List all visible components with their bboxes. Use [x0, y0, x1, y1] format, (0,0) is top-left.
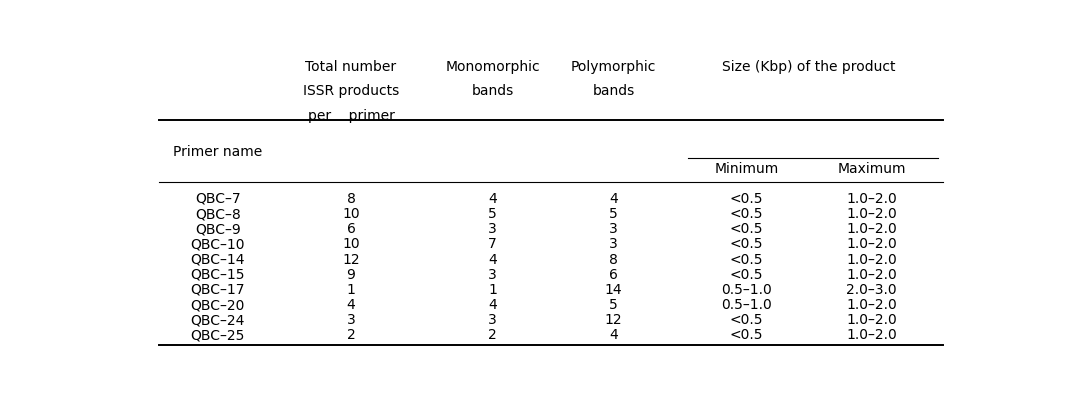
Text: 12: 12 — [604, 313, 622, 327]
Text: 8: 8 — [346, 192, 356, 206]
Text: Total number: Total number — [305, 60, 397, 74]
Text: 9: 9 — [346, 268, 356, 282]
Text: <0.5: <0.5 — [730, 313, 763, 327]
Text: bands: bands — [472, 84, 514, 98]
Text: bands: bands — [592, 84, 634, 98]
Text: Monomorphic: Monomorphic — [445, 60, 540, 74]
Text: <0.5: <0.5 — [730, 207, 763, 221]
Text: QBC–25: QBC–25 — [190, 329, 245, 342]
Text: Primer name: Primer name — [173, 145, 262, 159]
Text: QBC–10: QBC–10 — [190, 238, 245, 251]
Text: <0.5: <0.5 — [730, 253, 763, 267]
Text: 4: 4 — [488, 253, 497, 267]
Text: 1.0–2.0: 1.0–2.0 — [846, 329, 897, 342]
Text: 2: 2 — [346, 329, 356, 342]
Text: 7: 7 — [488, 238, 497, 251]
Text: 1.0–2.0: 1.0–2.0 — [846, 238, 897, 251]
Text: 1: 1 — [488, 283, 497, 297]
Text: <0.5: <0.5 — [730, 222, 763, 236]
Text: Polymorphic: Polymorphic — [571, 60, 656, 74]
Text: 5: 5 — [610, 207, 618, 221]
Text: ISSR products: ISSR products — [303, 84, 399, 98]
Text: 3: 3 — [610, 222, 618, 236]
Text: 1: 1 — [346, 283, 356, 297]
Text: 3: 3 — [488, 313, 497, 327]
Text: 3: 3 — [488, 268, 497, 282]
Text: 6: 6 — [608, 268, 618, 282]
Text: <0.5: <0.5 — [730, 329, 763, 342]
Text: 4: 4 — [610, 192, 618, 206]
Text: 12: 12 — [342, 253, 360, 267]
Text: 4: 4 — [610, 329, 618, 342]
Text: 10: 10 — [342, 207, 360, 221]
Text: 3: 3 — [488, 222, 497, 236]
Text: 2: 2 — [488, 329, 497, 342]
Text: <0.5: <0.5 — [730, 192, 763, 206]
Text: QBC–24: QBC–24 — [190, 313, 245, 327]
Text: QBC–15: QBC–15 — [190, 268, 245, 282]
Text: 8: 8 — [608, 253, 618, 267]
Text: 4: 4 — [346, 298, 356, 312]
Text: 4: 4 — [488, 298, 497, 312]
Text: 1.0–2.0: 1.0–2.0 — [846, 222, 897, 236]
Text: 5: 5 — [488, 207, 497, 221]
Text: 5: 5 — [610, 298, 618, 312]
Text: QBC–8: QBC–8 — [195, 207, 241, 221]
Text: 3: 3 — [346, 313, 356, 327]
Text: 1.0–2.0: 1.0–2.0 — [846, 253, 897, 267]
Text: Maximum: Maximum — [837, 162, 906, 176]
Text: QBC–17: QBC–17 — [190, 283, 245, 297]
Text: per    primer: per primer — [307, 108, 395, 123]
Text: 2.0–3.0: 2.0–3.0 — [846, 283, 897, 297]
Text: 6: 6 — [346, 222, 356, 236]
Text: 4: 4 — [488, 192, 497, 206]
Text: QBC–7: QBC–7 — [195, 192, 241, 206]
Text: QBC–9: QBC–9 — [195, 222, 241, 236]
Text: QBC–14: QBC–14 — [190, 253, 245, 267]
Text: 1.0–2.0: 1.0–2.0 — [846, 192, 897, 206]
Text: 0.5–1.0: 0.5–1.0 — [721, 298, 772, 312]
Text: 3: 3 — [610, 238, 618, 251]
Text: 0.5–1.0: 0.5–1.0 — [721, 283, 772, 297]
Text: Size (Kbp) of the product: Size (Kbp) of the product — [722, 60, 895, 74]
Text: 10: 10 — [342, 238, 360, 251]
Text: 14: 14 — [604, 283, 622, 297]
Text: 1.0–2.0: 1.0–2.0 — [846, 207, 897, 221]
Text: 1.0–2.0: 1.0–2.0 — [846, 268, 897, 282]
Text: QBC–20: QBC–20 — [190, 298, 245, 312]
Text: <0.5: <0.5 — [730, 268, 763, 282]
Text: Minimum: Minimum — [715, 162, 779, 176]
Text: <0.5: <0.5 — [730, 238, 763, 251]
Text: 1.0–2.0: 1.0–2.0 — [846, 298, 897, 312]
Text: 1.0–2.0: 1.0–2.0 — [846, 313, 897, 327]
